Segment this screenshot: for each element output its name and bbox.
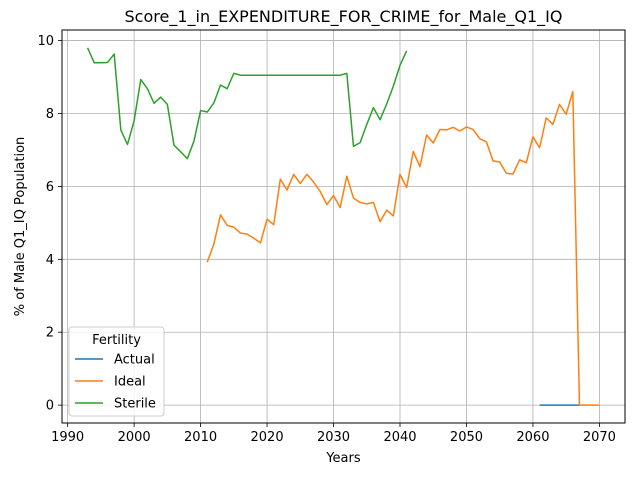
legend-label-ideal: Ideal	[114, 375, 146, 390]
y-tick-label: 6	[46, 180, 54, 195]
x-tick-label: 2040	[383, 430, 416, 445]
legend-box	[68, 326, 165, 417]
x-tick-label: 2020	[251, 430, 284, 445]
y-tick-label: 0	[46, 399, 54, 414]
series-line-ideal	[206, 90, 600, 406]
x-axis: 1990 2000 2010 2020 2030 2040 2050 2060 2070	[51, 423, 616, 445]
legend: Fertility Actual Ideal Sterile	[68, 326, 165, 417]
legend-label-sterile: Sterile	[114, 397, 156, 412]
plot-frame	[61, 29, 626, 424]
x-tick-label: 2070	[583, 430, 616, 445]
y-tick-label: 8	[46, 107, 54, 122]
legend-label-actual: Actual	[114, 353, 155, 368]
chart-title: Score_1_in_EXPENDITURE_FOR_CRIME_for_Mal…	[125, 7, 563, 27]
y-axis-label: % of Male Q1_IQ Population	[13, 137, 28, 317]
x-axis-label: Years	[325, 451, 361, 466]
series-layer	[86, 47, 600, 406]
y-axis: 0 2 4 6 8 10	[37, 34, 62, 414]
x-tick-label: 1990	[51, 430, 84, 445]
legend-title: Fertility	[92, 333, 141, 348]
x-tick-label: 2030	[317, 430, 350, 445]
grid-layer	[62, 30, 625, 423]
series-line-sterile	[86, 47, 408, 160]
x-tick-label: 2060	[516, 430, 549, 445]
x-tick-label: 2050	[450, 430, 483, 445]
x-tick-label: 2010	[184, 430, 217, 445]
x-tick-label: 2000	[118, 430, 151, 445]
y-tick-label: 10	[37, 34, 54, 49]
y-tick-label: 2	[46, 326, 54, 341]
y-tick-label: 4	[46, 253, 54, 268]
